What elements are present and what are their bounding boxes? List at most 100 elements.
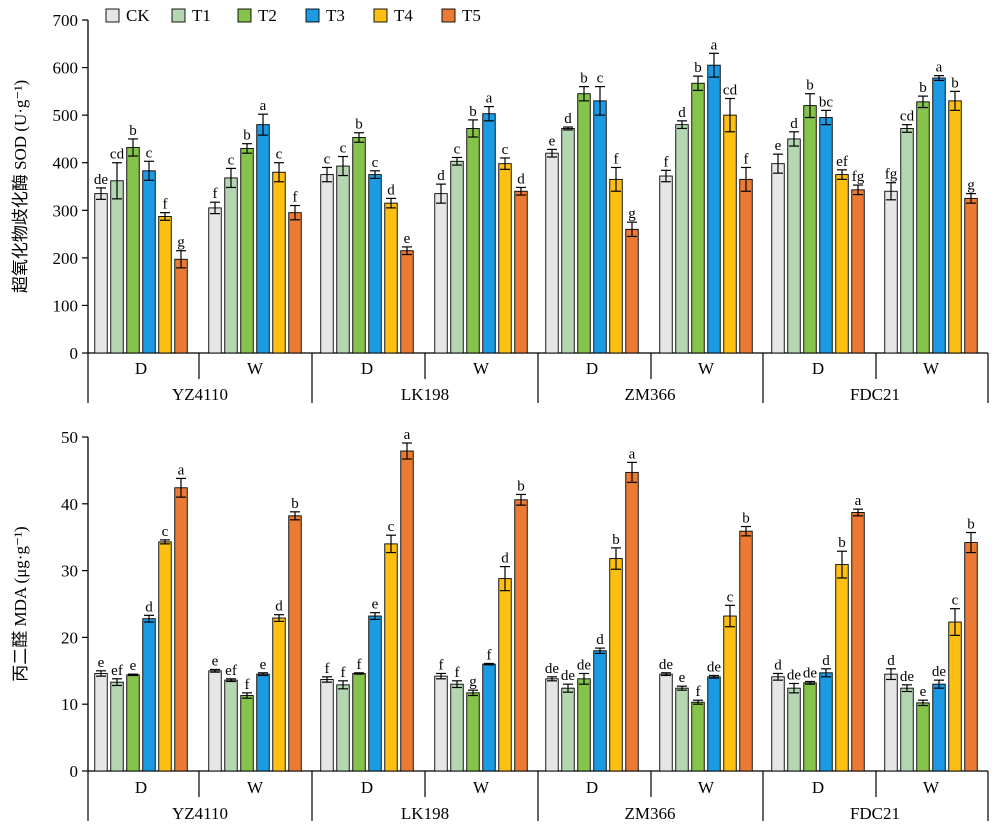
significance-letter: ef bbox=[225, 663, 237, 679]
significance-letter: b bbox=[355, 117, 363, 133]
legend-swatch-t5 bbox=[441, 8, 456, 23]
bar-t1 bbox=[787, 687, 801, 772]
bar-t1 bbox=[224, 177, 238, 354]
significance-letter: d bbox=[887, 653, 895, 669]
bar-t3 bbox=[142, 170, 156, 354]
bar-t3 bbox=[932, 683, 946, 772]
significance-letter: a bbox=[936, 60, 943, 76]
bar-t2 bbox=[352, 137, 366, 354]
significance-letter: b bbox=[469, 104, 477, 120]
legend-swatch-t2 bbox=[237, 8, 252, 23]
bar-ck bbox=[94, 193, 108, 354]
legend-label-t5: T5 bbox=[462, 6, 481, 25]
significance-letter: ef bbox=[111, 663, 123, 679]
significance-letter: b bbox=[291, 496, 299, 512]
bar-t5 bbox=[739, 178, 753, 354]
variety-label: FDC21 bbox=[850, 804, 900, 823]
bar-t2 bbox=[577, 678, 591, 772]
significance-letter: e bbox=[260, 657, 267, 673]
variety-label: ZM366 bbox=[625, 385, 676, 404]
bar-ck bbox=[659, 175, 673, 354]
y-tick-label: 700 bbox=[53, 11, 79, 30]
y-tick-label: 500 bbox=[53, 106, 79, 125]
bar-ck bbox=[434, 675, 448, 772]
bar-t1 bbox=[224, 679, 238, 772]
bar-t3 bbox=[593, 100, 607, 354]
significance-letter: f bbox=[293, 190, 298, 206]
bar-t5 bbox=[514, 499, 528, 772]
significance-letter: c bbox=[228, 152, 235, 168]
bar-t1 bbox=[675, 687, 689, 772]
y-tick-label: 50 bbox=[61, 428, 78, 447]
bar-t3 bbox=[819, 117, 833, 354]
significance-letter: cd bbox=[900, 109, 915, 125]
group-label: D bbox=[135, 778, 147, 797]
bar-t1 bbox=[450, 683, 464, 772]
significance-letter: e bbox=[920, 684, 927, 700]
y-tick-label: 400 bbox=[53, 154, 79, 173]
significance-letter: a bbox=[404, 427, 411, 443]
significance-letter: c bbox=[388, 519, 395, 535]
significance-letter: d bbox=[517, 171, 525, 187]
mda-chart: 0 10 20 30 40 50 丙二醛 MDA (μg·g⁻¹) D W D W D W D W YZ411… bbox=[11, 427, 989, 823]
variety-label: ZM366 bbox=[625, 804, 676, 823]
bar-t2 bbox=[126, 147, 140, 354]
significance-letter: b bbox=[967, 517, 975, 533]
y-tick-label: 10 bbox=[61, 695, 78, 714]
bar-t5 bbox=[964, 197, 978, 354]
legend-swatch-t3 bbox=[305, 8, 320, 23]
significance-letter: f bbox=[163, 197, 168, 213]
significance-letter: c bbox=[597, 71, 604, 87]
significance-letter: b bbox=[129, 123, 137, 139]
legend-label-t2: T2 bbox=[258, 6, 277, 25]
significance-letter: a bbox=[855, 493, 862, 509]
bar-t5 bbox=[514, 190, 528, 354]
significance-letter: fg bbox=[885, 167, 898, 183]
variety-label: FDC21 bbox=[850, 385, 900, 404]
bar-t4 bbox=[272, 617, 286, 772]
bar-t1 bbox=[110, 180, 124, 354]
significance-letter: e bbox=[98, 655, 105, 671]
bar-t4 bbox=[158, 541, 172, 772]
bar-t1 bbox=[450, 160, 464, 354]
bar-ck bbox=[320, 679, 334, 772]
bar-t2 bbox=[577, 93, 591, 354]
bar-t1 bbox=[900, 128, 914, 354]
significance-letter: de bbox=[577, 657, 592, 673]
bar-t3 bbox=[368, 174, 382, 354]
y-tick-label: 100 bbox=[53, 296, 79, 315]
bar-t5 bbox=[625, 471, 639, 772]
legend: CK T1 T2 T3 T4 T5 bbox=[105, 6, 481, 25]
bar-t2 bbox=[352, 673, 366, 772]
bar-t3 bbox=[482, 113, 496, 354]
bar-t4 bbox=[723, 114, 737, 354]
bar-t4 bbox=[498, 163, 512, 354]
group-label: W bbox=[247, 359, 264, 378]
bar-t4 bbox=[272, 171, 286, 354]
bar-ck bbox=[208, 207, 222, 354]
bar-t3 bbox=[142, 618, 156, 772]
significance-letter: f bbox=[664, 154, 669, 170]
sod-chart: 0 100 200 300 400 500 600 700 超氧化物歧化酶 SOD (U·g⁻¹… bbox=[11, 11, 989, 404]
significance-letter: g bbox=[177, 235, 185, 251]
group-label: D bbox=[812, 359, 824, 378]
significance-letter: de bbox=[707, 659, 722, 675]
bar-t1 bbox=[675, 124, 689, 354]
significance-letter: f bbox=[245, 677, 250, 693]
bar-t2 bbox=[803, 682, 817, 772]
y-axis-title: 丙二醛 MDA (μg·g⁻¹) bbox=[11, 526, 30, 681]
bar-ck bbox=[545, 152, 559, 354]
significance-letter: b bbox=[919, 80, 927, 96]
bar-t1 bbox=[561, 128, 575, 354]
bar-t5 bbox=[739, 530, 753, 772]
variety-label: YZ4110 bbox=[172, 385, 228, 404]
bar-ck bbox=[884, 190, 898, 354]
bar-ck bbox=[545, 678, 559, 772]
significance-letter: d bbox=[275, 599, 283, 615]
significance-letter: f bbox=[614, 151, 619, 167]
bar-t2 bbox=[466, 128, 480, 354]
bar-t5 bbox=[400, 250, 414, 354]
y-axis-title: 超氧化物歧化酶 SOD (U·g⁻¹) bbox=[11, 80, 30, 293]
significance-letter: d bbox=[678, 105, 686, 121]
y-tick-label: 300 bbox=[53, 201, 79, 220]
